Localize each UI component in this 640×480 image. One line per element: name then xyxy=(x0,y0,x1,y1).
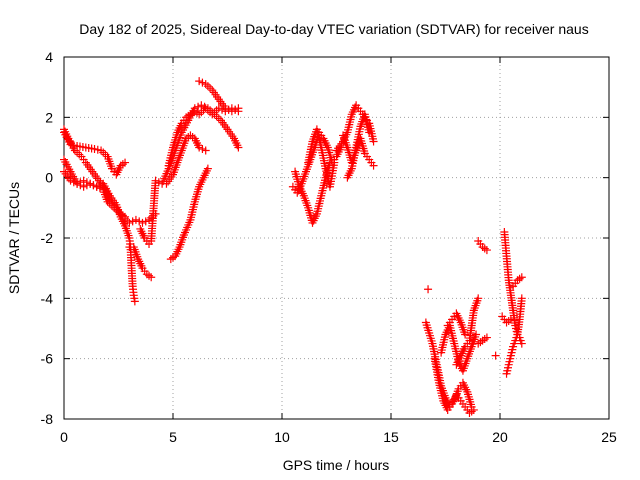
data-point xyxy=(221,104,230,113)
data-point xyxy=(73,179,82,188)
data-point xyxy=(517,294,526,303)
data-point xyxy=(234,104,243,113)
data-point xyxy=(154,178,163,187)
data-point xyxy=(517,339,526,348)
data-point xyxy=(125,218,134,227)
series-arc-25 xyxy=(491,351,500,360)
data-point xyxy=(79,176,88,185)
axis-ticks: 0 5 10 15 20 25 -8 -6 -4 -2 0 2 4 xyxy=(41,49,617,445)
y-tick-label: 0 xyxy=(45,170,53,186)
data-point xyxy=(424,285,433,294)
data-point xyxy=(517,273,526,282)
series-arc-23 xyxy=(474,237,491,255)
data-point xyxy=(461,330,470,339)
data-point xyxy=(491,351,500,360)
data-points xyxy=(60,77,526,417)
y-tick-label: -6 xyxy=(41,351,54,367)
series-arc-12 xyxy=(291,158,334,227)
data-point xyxy=(90,145,99,154)
chart-title: Day 182 of 2025, Sidereal Day-to-day VTE… xyxy=(79,21,588,37)
data-point xyxy=(469,405,478,414)
data-point xyxy=(92,182,101,191)
x-tick-label: 5 xyxy=(169,429,177,445)
x-tick-label: 15 xyxy=(383,429,399,445)
data-point xyxy=(234,143,243,152)
y-tick-label: 4 xyxy=(45,49,53,65)
data-point xyxy=(197,101,206,110)
series-arc-9 xyxy=(166,164,212,264)
data-point xyxy=(198,145,207,154)
y-tick-label: -8 xyxy=(41,411,54,427)
data-point xyxy=(195,143,204,152)
y-axis-label: SDTVAR / TECUs xyxy=(6,182,22,294)
data-point xyxy=(141,217,150,226)
y-tick-label: 2 xyxy=(45,109,53,125)
data-point xyxy=(203,164,212,173)
data-point xyxy=(130,297,139,306)
data-point xyxy=(147,273,156,282)
data-point xyxy=(474,294,483,303)
data-point xyxy=(82,178,91,187)
data-point xyxy=(93,145,102,154)
x-axis-label: GPS time / hours xyxy=(283,457,390,473)
data-point xyxy=(66,176,75,185)
series-arc-6 xyxy=(136,101,243,249)
data-point xyxy=(121,212,130,221)
data-point xyxy=(482,246,491,255)
series-arc-4 xyxy=(60,167,130,221)
x-tick-label: 20 xyxy=(492,429,508,445)
data-point xyxy=(131,215,140,224)
series-arc-28 xyxy=(498,312,515,327)
series-arc-5 xyxy=(125,243,156,282)
series-arc-7 xyxy=(164,104,243,170)
x-tick-label: 10 xyxy=(274,429,290,445)
data-point xyxy=(365,128,374,137)
data-point xyxy=(195,77,204,86)
data-point xyxy=(369,137,378,146)
data-point xyxy=(200,102,209,111)
series-arc-22 xyxy=(474,333,491,348)
series-arc-20 xyxy=(443,309,470,339)
series-arc-13 xyxy=(304,125,339,191)
series-arc-8 xyxy=(162,131,210,188)
x-tick-label: 25 xyxy=(601,429,617,445)
series-arc-18 xyxy=(430,354,478,417)
data-point xyxy=(95,184,104,193)
data-point xyxy=(151,176,160,185)
data-point xyxy=(369,161,378,170)
data-point xyxy=(227,107,236,116)
data-point xyxy=(506,315,515,324)
x-tick-label: 0 xyxy=(60,429,68,445)
data-point xyxy=(482,333,491,342)
series-arc-10 xyxy=(195,77,243,116)
data-point xyxy=(231,105,240,114)
data-point xyxy=(121,158,130,167)
data-point xyxy=(86,179,95,188)
data-point xyxy=(472,330,481,339)
y-tick-label: -4 xyxy=(41,290,54,306)
series-arc-27 xyxy=(502,294,526,378)
series-arc-21 xyxy=(452,294,483,369)
data-point xyxy=(201,146,210,155)
data-point xyxy=(89,181,98,190)
series-arc-29 xyxy=(509,273,526,291)
data-point xyxy=(330,158,339,167)
y-tick-label: -2 xyxy=(41,230,54,246)
data-point xyxy=(138,218,147,227)
data-point xyxy=(198,78,207,87)
series-arc-16 xyxy=(343,110,374,182)
series-arc-24 xyxy=(424,285,433,294)
grid xyxy=(64,57,609,419)
